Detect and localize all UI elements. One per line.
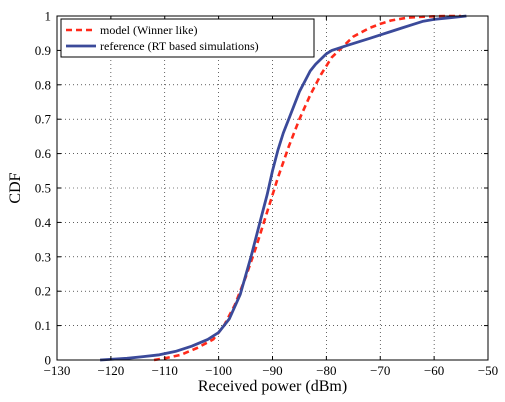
y-tick-label: 0.6	[35, 146, 52, 161]
y-tick-label: 0.1	[35, 318, 51, 333]
x-axis-label: Received power (dBm)	[198, 378, 347, 395]
x-tick-label: −110	[152, 363, 178, 378]
y-axis-label: CDF	[7, 172, 24, 203]
y-tick-label: 0.7	[35, 112, 52, 127]
y-tick-label: 1	[45, 9, 52, 24]
x-tick-label: −130	[44, 363, 71, 378]
x-tick-label: −90	[262, 363, 282, 378]
tick-layer: −130 −120 −110 −100 −90 −80 −70 −60 −50 0 0.1 0.2 0.…	[35, 9, 498, 379]
y-tick-label: 0	[45, 353, 52, 368]
y-tick-label: 0.3	[35, 249, 51, 264]
x-tick-label: −100	[205, 363, 232, 378]
legend-label-model: model (Winner like)	[100, 23, 197, 37]
legend-box	[60, 18, 315, 58]
y-tick-label: 0.8	[35, 77, 51, 92]
x-tick-label: −70	[370, 363, 390, 378]
x-tick-label: −80	[316, 363, 336, 378]
y-tick-label: 0.5	[35, 181, 51, 196]
x-tick-label: −120	[97, 363, 124, 378]
legend-label-reference: reference (RT based simulations)	[100, 39, 259, 53]
series-layer	[100, 14, 467, 362]
grid-layer	[57, 16, 488, 360]
series-line-reference	[100, 14, 467, 362]
y-tick-label: 0.2	[35, 284, 51, 299]
x-tick-label: −50	[478, 363, 498, 378]
x-tick-label: −60	[424, 363, 444, 378]
series-line-model	[153, 14, 462, 362]
y-tick-label: 0.4	[35, 215, 52, 230]
legend: model (Winner like) reference (RT based …	[60, 18, 315, 58]
y-tick-label: 0.9	[35, 43, 51, 58]
